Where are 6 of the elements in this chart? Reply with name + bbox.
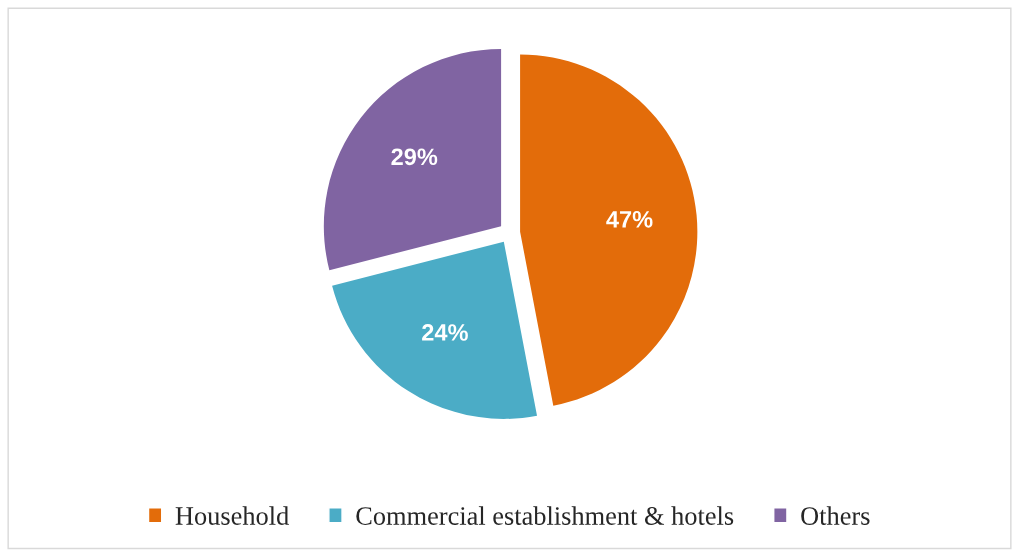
legend-label: Commercial establishment & hotels [356,506,734,525]
data-label: 24% [422,324,468,341]
legend-label: Household [175,506,289,525]
data-label: 47% [606,211,653,228]
data-label: 29% [391,148,438,166]
legend-label: Others [801,506,870,525]
